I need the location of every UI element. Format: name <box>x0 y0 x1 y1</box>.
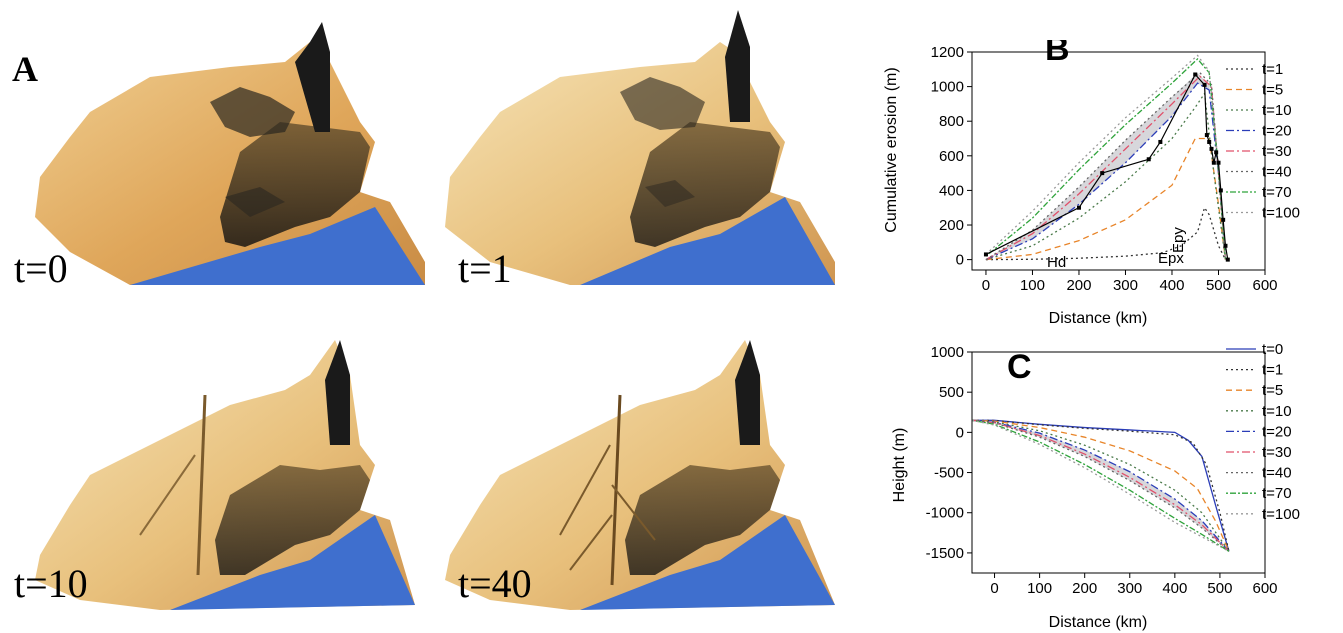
x-tick-label: 300 <box>1117 580 1142 597</box>
terrain-label-t1: t=1 <box>458 246 512 291</box>
observed-point <box>1211 160 1216 165</box>
y-tick-label: 600 <box>939 148 964 165</box>
panel-c-label: C <box>1007 348 1032 386</box>
observed-point <box>1204 133 1209 138</box>
terrain-render-t1 <box>445 10 835 285</box>
chart-b: 0 100 200 300 400 500 600 0 200 400 600 800 1000 1200… <box>883 40 1300 327</box>
annotation-hd: Hd <box>1047 254 1066 271</box>
series-line-t30 <box>971 419 1230 552</box>
y-tick-label: 1000 <box>931 344 964 361</box>
chart-c: 0 100 200 300 400 500 600 1000 500 0 -500 -1000 -150… <box>891 341 1300 631</box>
uncertainty-band <box>985 72 1226 260</box>
observed-point <box>983 252 988 257</box>
observed-point <box>1193 72 1198 77</box>
observed-point <box>1221 217 1226 222</box>
legend-label: t=20 <box>1262 423 1292 440</box>
x-tick-label: 100 <box>1020 277 1045 294</box>
legend-label: t=100 <box>1262 506 1300 523</box>
terrain-render-t40 <box>445 340 835 610</box>
terrain-label-t0: t=0 <box>14 246 68 291</box>
y-tick-label: 1200 <box>931 44 964 61</box>
legend-label: t=5 <box>1262 382 1283 399</box>
legend-label: t=40 <box>1262 164 1292 181</box>
terrain-label-t10: t=10 <box>14 561 88 606</box>
x-tick-label: 0 <box>990 580 998 597</box>
annotation-epy: Epy <box>1170 227 1187 253</box>
observed-point <box>1202 82 1207 87</box>
legend-label: t=5 <box>1262 82 1283 99</box>
observed-point <box>1076 205 1081 210</box>
legend-label: t=20 <box>1262 123 1292 140</box>
legend-label: t=1 <box>1262 362 1283 379</box>
observed-point <box>1225 257 1230 262</box>
series-line-t1 <box>971 419 1230 552</box>
panel-b-label: B <box>1045 40 1070 68</box>
series-line-t10 <box>985 91 1227 261</box>
series-line-t20 <box>971 419 1230 552</box>
series-line-t5 <box>971 419 1230 552</box>
uncertainty-band <box>972 420 1229 552</box>
observed-point <box>1223 243 1228 248</box>
plot-frame <box>971 51 1266 271</box>
chart-c-ylabel: Height (m) <box>891 428 908 503</box>
x-tick-label: 500 <box>1207 580 1232 597</box>
y-tick-label: 0 <box>956 424 964 441</box>
series-line-t20 <box>985 82 1227 261</box>
annotation-epx: Epx <box>1158 250 1184 267</box>
y-tick-label: -500 <box>934 465 964 482</box>
terrain-render-t0 <box>35 22 425 285</box>
legend-label: t=30 <box>1262 143 1292 160</box>
series-line-t40 <box>971 419 1230 552</box>
chart-c-xlabel: Distance (km) <box>1049 614 1148 631</box>
observed-point <box>1218 188 1223 193</box>
observed-point <box>1207 139 1212 144</box>
series-line-t0 <box>972 419 1230 552</box>
series-line-t1 <box>985 206 1227 261</box>
x-tick-label: 600 <box>1252 277 1277 294</box>
x-tick-label: 400 <box>1162 580 1187 597</box>
y-tick-label: -1000 <box>926 505 964 522</box>
chart-b-ylabel: Cumulative erosion (m) <box>883 67 900 232</box>
observed-point <box>1100 171 1105 176</box>
legend-label: t=40 <box>1262 465 1292 482</box>
legend-label: t=100 <box>1262 205 1300 222</box>
x-tick-label: 400 <box>1159 277 1184 294</box>
y-tick-label: 0 <box>956 252 964 269</box>
terrain-render-t10 <box>35 340 415 610</box>
observed-point <box>1216 160 1221 165</box>
x-tick-label: 500 <box>1206 277 1231 294</box>
terrain-label-t40: t=40 <box>458 561 532 606</box>
x-tick-label: 0 <box>982 277 990 294</box>
legend-label: t=70 <box>1262 485 1292 502</box>
observed-point <box>1214 150 1219 155</box>
series-line-t70 <box>971 419 1230 552</box>
x-tick-label: 100 <box>1027 580 1052 597</box>
x-tick-label: 200 <box>1072 580 1097 597</box>
y-tick-label: 500 <box>939 384 964 401</box>
observed-point <box>1209 146 1214 151</box>
y-tick-label: 800 <box>939 113 964 130</box>
legend-label: t=30 <box>1262 444 1292 461</box>
x-tick-label: 600 <box>1252 580 1277 597</box>
plot-frame <box>971 351 1266 574</box>
x-tick-label: 300 <box>1113 277 1138 294</box>
legend-label: t=10 <box>1262 102 1292 119</box>
observed-point <box>1158 139 1163 144</box>
series-line-t30 <box>985 75 1227 261</box>
chart-b-xlabel: Distance (km) <box>1049 310 1148 327</box>
series-line-t100 <box>985 54 1227 260</box>
y-tick-label: -1500 <box>926 545 964 562</box>
x-tick-label: 200 <box>1066 277 1091 294</box>
legend-label: t=10 <box>1262 403 1292 420</box>
panel-a-label: A <box>12 49 38 89</box>
y-tick-label: 400 <box>939 182 964 199</box>
y-tick-label: 200 <box>939 217 964 234</box>
y-tick-label: 1000 <box>931 79 964 96</box>
legend-label: t=70 <box>1262 184 1292 201</box>
legend-label: t=1 <box>1262 61 1283 78</box>
legend-label: t=0 <box>1262 341 1283 358</box>
observed-point <box>1146 157 1151 162</box>
series-line-t100 <box>971 419 1230 552</box>
series-line-t10 <box>971 419 1230 552</box>
